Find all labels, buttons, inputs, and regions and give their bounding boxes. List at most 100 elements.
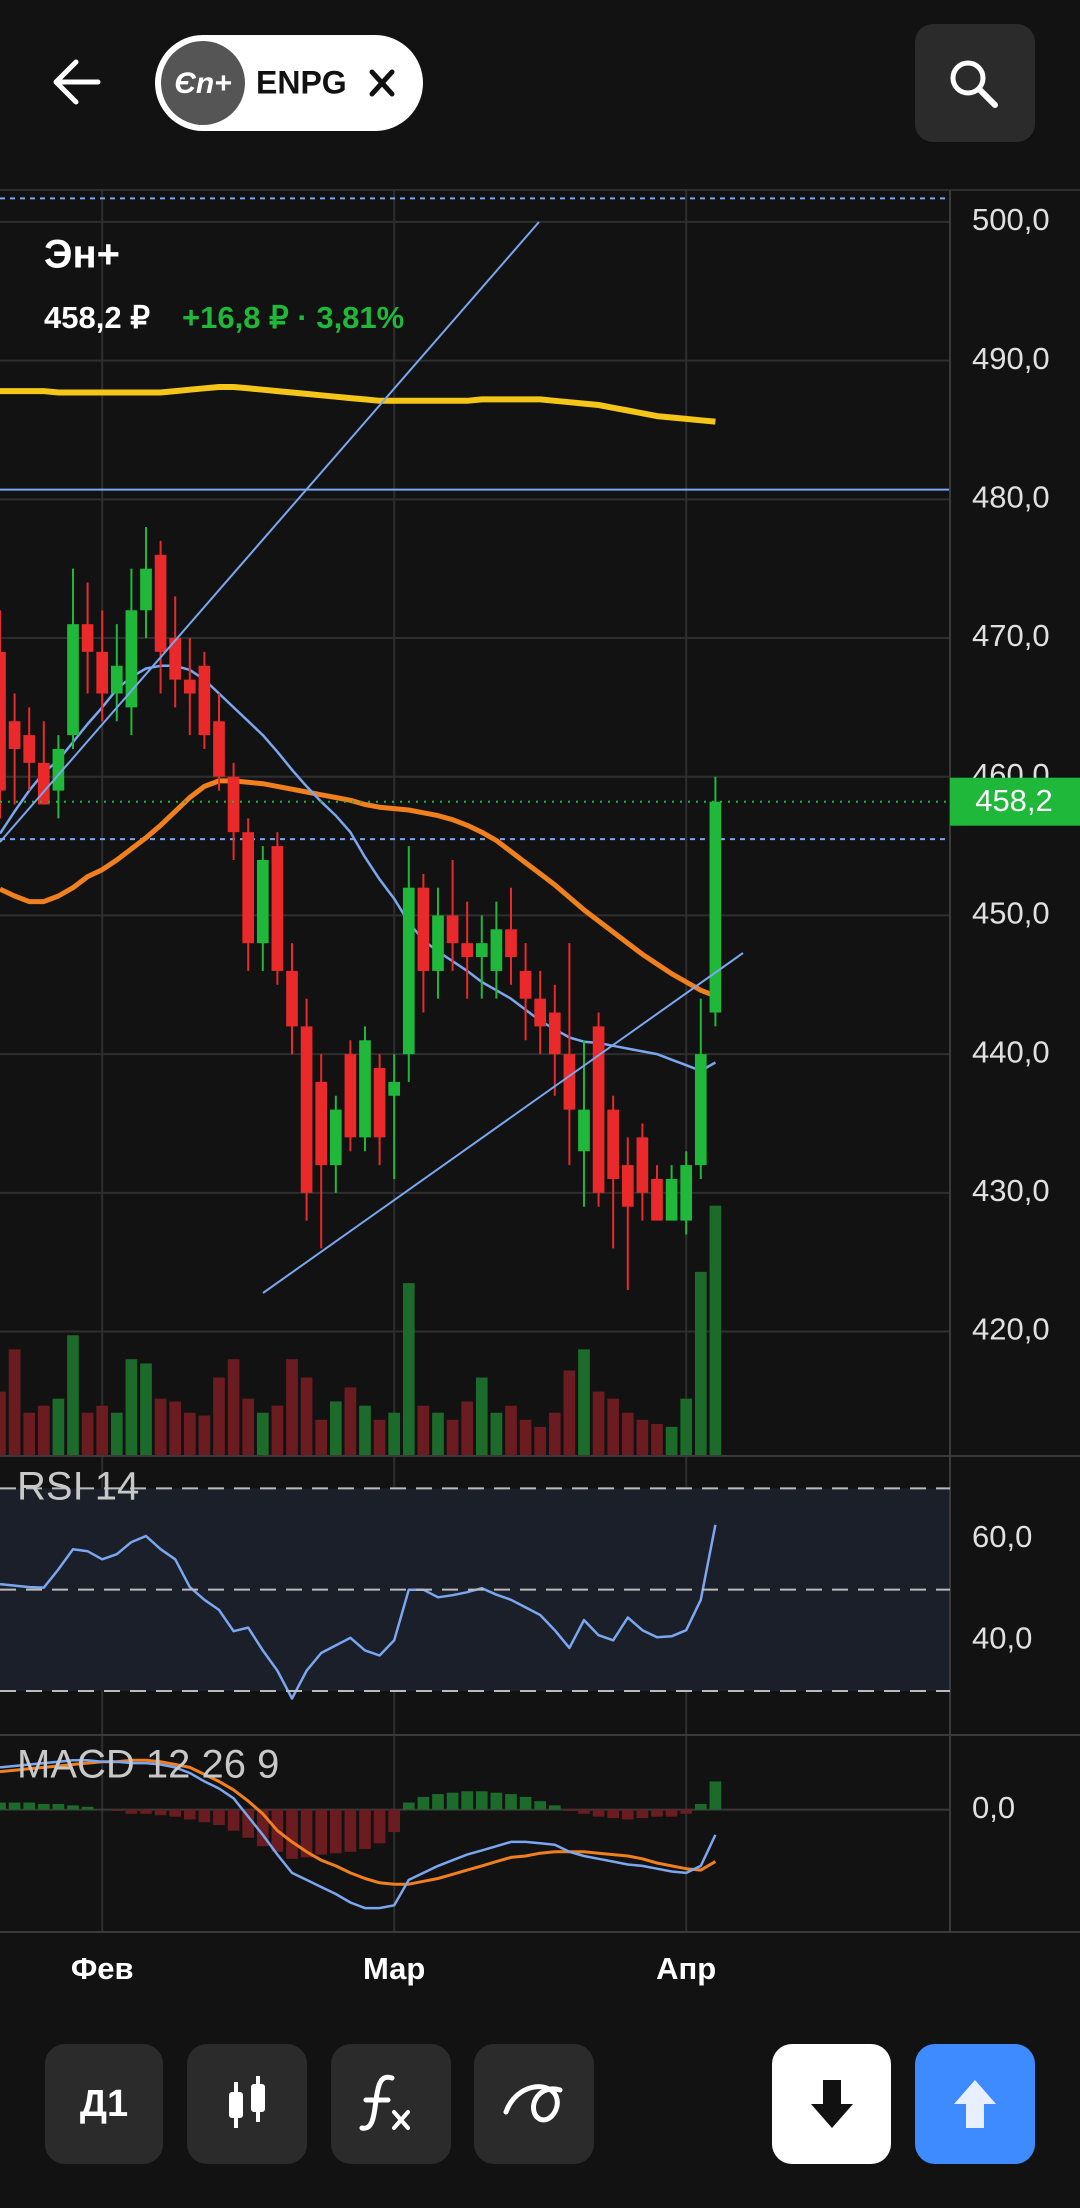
drawings	[0, 221, 744, 1294]
candle-body	[432, 915, 444, 971]
moving-average	[0, 384, 716, 425]
macd-histogram	[242, 1809, 255, 1838]
macd-histogram	[694, 1803, 707, 1810]
macd-histogram	[286, 1809, 298, 1859]
y-tick-label: 60,0	[972, 1519, 1032, 1554]
volume-bar	[286, 1359, 298, 1455]
volume-bar	[402, 1283, 415, 1455]
candle-body	[300, 1026, 313, 1193]
volume-bar	[315, 1419, 328, 1455]
candle-body	[417, 887, 430, 971]
macd-histogram	[213, 1809, 225, 1826]
last-price-label: 458,2	[975, 783, 1053, 818]
y-tick-label: 430,0	[972, 1173, 1050, 1208]
candle-body	[665, 1178, 678, 1221]
indicators-button[interactable]	[331, 2044, 451, 2164]
macd-histogram	[329, 1809, 342, 1854]
candle-body	[315, 1081, 328, 1166]
macd-histogram	[8, 1802, 21, 1810]
candle-body	[286, 970, 298, 1027]
last-price-badge	[950, 777, 1080, 826]
moving-average	[0, 778, 717, 999]
volume-bar	[607, 1398, 620, 1455]
candle-body	[446, 915, 459, 944]
candle-body	[680, 1165, 693, 1221]
volume-bar	[96, 1405, 109, 1455]
volume-bar	[665, 1426, 678, 1455]
candle-body	[563, 1054, 576, 1110]
volume-bar	[23, 1412, 36, 1455]
macd-histogram	[344, 1809, 357, 1852]
back-button[interactable]	[53, 59, 101, 105]
y-tick-label: 470,0	[972, 618, 1050, 653]
volume-bar	[169, 1401, 182, 1455]
candle-body	[373, 1068, 386, 1138]
macd-histogram	[183, 1809, 196, 1820]
candle-body	[592, 1026, 605, 1193]
volume-bar	[198, 1415, 211, 1455]
volume-bar	[359, 1405, 371, 1455]
macd-histogram	[315, 1809, 328, 1855]
chart-type-button[interactable]	[187, 2044, 307, 2164]
rsi-title: RSI 14	[17, 1465, 139, 1509]
candle-body	[402, 887, 415, 1055]
macd-histogram	[680, 1809, 693, 1814]
y-tick-label: 440,0	[972, 1034, 1050, 1069]
macd-histogram	[37, 1803, 50, 1810]
candle-body	[490, 929, 503, 971]
buy-button[interactable]	[915, 2044, 1035, 2164]
macd-histogram	[505, 1794, 517, 1810]
axes: 420,0430,0440,0450,0460,0470,0480,0490,0…	[0, 189, 1080, 1986]
macd-histogram	[154, 1809, 167, 1816]
candle-body	[388, 1081, 401, 1096]
button-bg	[45, 2044, 163, 2164]
candle-body	[651, 1178, 663, 1221]
drawing-button[interactable]	[474, 2044, 594, 2164]
volume-bar	[110, 1412, 123, 1455]
trend-line	[262, 952, 744, 1294]
icon	[392, 2110, 410, 2130]
price-change: +16,8 ₽ · 3,81%	[182, 300, 404, 335]
volume-bar	[154, 1398, 167, 1455]
macd-histogram	[373, 1809, 386, 1844]
rsi-line	[0, 1524, 717, 1700]
icon	[359, 2074, 395, 2131]
candle-body	[110, 665, 123, 694]
macd-histogram	[665, 1809, 678, 1817]
volume-bar	[490, 1412, 503, 1455]
candle-body	[694, 1054, 707, 1166]
macd-histogram	[592, 1809, 605, 1817]
volume-bar	[213, 1377, 225, 1455]
icon	[229, 2092, 243, 2118]
candle-body	[461, 943, 474, 958]
timeframe-button[interactable]: Д1	[45, 2044, 163, 2164]
macd-histogram	[621, 1809, 634, 1820]
macd-histogram	[198, 1809, 211, 1823]
volume-bar	[242, 1398, 255, 1455]
icon	[251, 2084, 265, 2112]
x-tick-label: Мар	[363, 1951, 425, 1986]
candle-body	[519, 970, 532, 999]
volume-bar	[519, 1419, 532, 1455]
search-button[interactable]	[915, 24, 1035, 142]
x-tick-label: Апр	[656, 1951, 716, 1986]
macd-histogram	[52, 1803, 65, 1810]
sell-button[interactable]	[772, 2044, 891, 2164]
candle-body	[125, 610, 138, 708]
volume-bar	[578, 1349, 590, 1455]
macd-histogram	[651, 1809, 663, 1817]
ticker-chip[interactable]: Єn+ ENPG	[155, 35, 423, 131]
ticker: ENPG	[256, 64, 347, 100]
macd-histogram	[461, 1791, 474, 1810]
chart-title: Эн+	[44, 233, 120, 277]
macd-histogram	[256, 1809, 269, 1847]
chip-close[interactable]	[369, 69, 395, 97]
icon	[811, 2080, 853, 2128]
button-bg	[331, 2044, 451, 2164]
macd-histogram	[300, 1809, 313, 1858]
candle-body	[140, 568, 152, 611]
candle-body	[8, 721, 21, 749]
volume-bar	[505, 1405, 517, 1455]
icon	[503, 2084, 563, 2123]
macd-histogram	[417, 1796, 430, 1810]
